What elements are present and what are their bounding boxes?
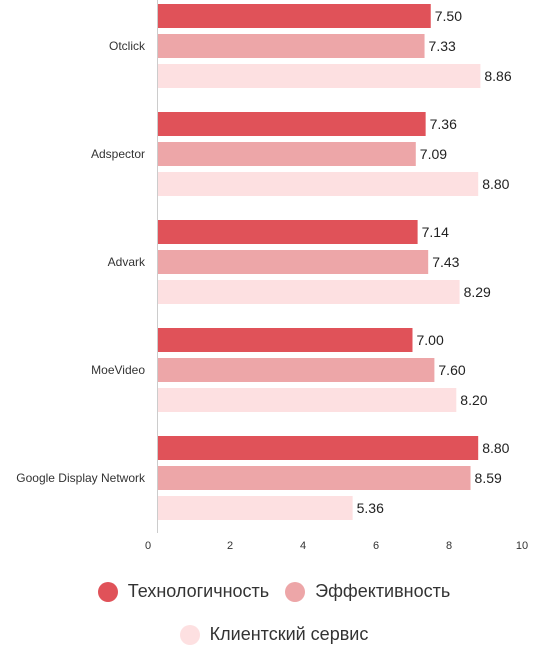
category-label: Google Display Network — [16, 471, 146, 485]
data-label: 7.00 — [417, 332, 444, 348]
legend-row-1: Технологичность Эффективность — [0, 581, 548, 602]
data-label: 7.60 — [438, 362, 465, 378]
data-label: 8.29 — [464, 284, 491, 300]
bar — [158, 388, 457, 412]
bar — [158, 112, 426, 136]
legend-swatch-series-3 — [179, 624, 200, 645]
data-label: 7.50 — [435, 8, 462, 24]
bar-chart: Otclick 7.50 7.33 8.86 Adspector 7.36 7.09 8.80… — [16, 0, 528, 552]
data-label: 7.43 — [432, 254, 459, 270]
data-label: 8.80 — [482, 440, 509, 456]
legend-label-series-1: Технологичность — [127, 581, 270, 601]
data-label: 7.14 — [422, 224, 449, 240]
data-label: 8.59 — [475, 470, 502, 486]
data-label: 8.86 — [484, 68, 511, 84]
category-label: Advark — [108, 255, 146, 269]
bar — [158, 64, 481, 88]
bar — [158, 466, 471, 490]
x-tick-label: 8 — [446, 540, 452, 552]
data-label: 5.36 — [357, 500, 384, 516]
data-label: 7.36 — [430, 116, 457, 132]
x-tick-label: 0 — [145, 540, 151, 552]
legend-label-series-2: Эффективность — [315, 581, 451, 601]
legend-row-2: Клиентский сервис — [0, 624, 548, 645]
legend-swatch-series-1 — [97, 581, 118, 602]
data-label: 8.20 — [460, 392, 487, 408]
category-label: MoeVideo — [91, 363, 145, 377]
bar — [158, 496, 353, 520]
bar — [158, 250, 429, 274]
legend-swatch-series-2 — [285, 581, 306, 602]
x-tick-label: 6 — [373, 540, 379, 552]
legend-item-series-1: Технологичность — [97, 581, 270, 602]
bar — [158, 280, 460, 304]
legend-item-series-2: Эффективность — [285, 581, 450, 602]
bar — [158, 358, 435, 382]
category-label: Adspector — [91, 147, 145, 161]
data-label: 8.80 — [482, 176, 509, 192]
x-tick-label: 10 — [516, 540, 528, 552]
legend-label-series-3: Клиентский сервис — [209, 624, 369, 644]
bar — [158, 328, 413, 352]
bar — [158, 220, 418, 244]
category-label: Otclick — [109, 39, 146, 53]
x-tick-label: 4 — [300, 540, 306, 552]
x-tick-label: 2 — [227, 540, 233, 552]
data-label: 7.09 — [420, 146, 447, 162]
legend-item-series-3: Клиентский сервис — [179, 624, 369, 645]
bar — [158, 34, 425, 58]
bar — [158, 436, 479, 460]
bar — [158, 172, 479, 196]
data-label: 7.33 — [429, 38, 456, 54]
bar — [158, 4, 431, 28]
bar — [158, 142, 416, 166]
